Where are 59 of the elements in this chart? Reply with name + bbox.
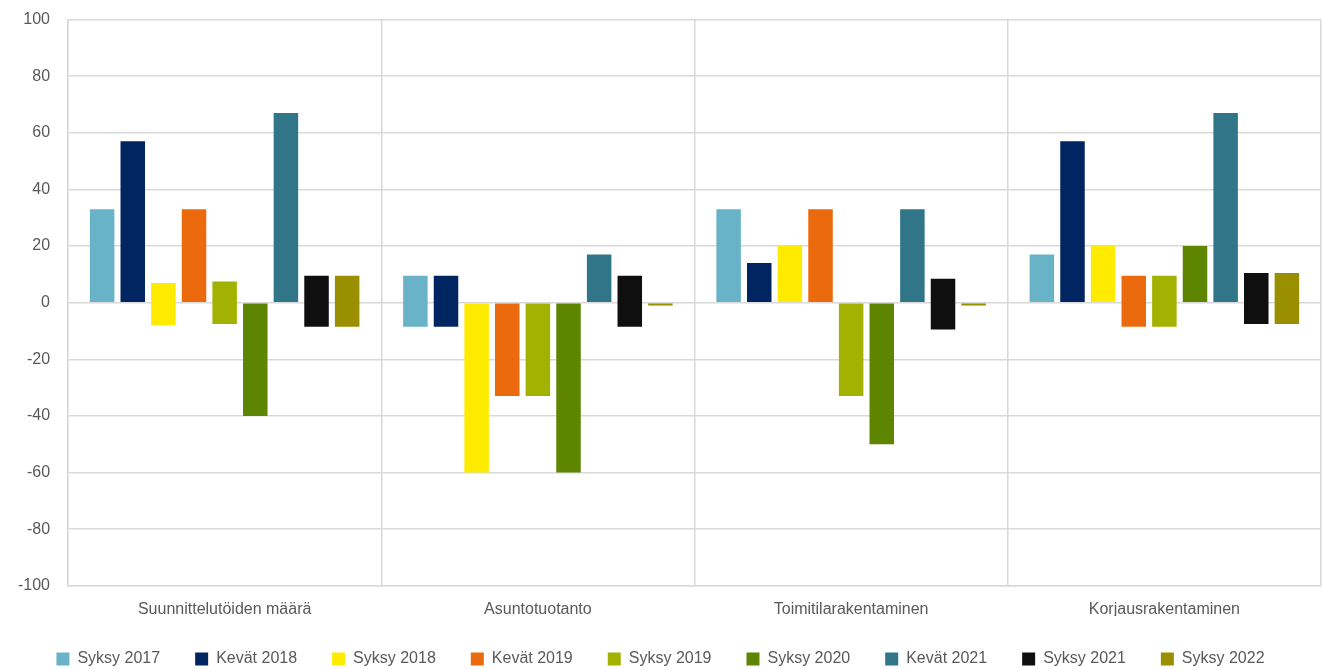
- y-tick-label: -60: [26, 462, 51, 480]
- bar: [120, 141, 146, 302]
- x-tick-label: Suunnittelutöiden määrä: [137, 599, 312, 617]
- bar: [777, 246, 803, 302]
- bar: [648, 303, 673, 306]
- x-tick-label: Asuntotuotanto: [484, 599, 592, 617]
- bar: [617, 275, 643, 327]
- y-tick-label: -20: [26, 349, 51, 367]
- bar: [838, 303, 864, 397]
- bar: [747, 263, 772, 302]
- bar: [716, 209, 741, 302]
- bar: [212, 281, 237, 324]
- y-tick-label: 60: [32, 123, 51, 141]
- bar: [525, 303, 551, 397]
- bar: [403, 275, 428, 327]
- bar: [586, 254, 612, 302]
- bar: [181, 209, 207, 302]
- y-tick-label: -100: [17, 576, 51, 594]
- bar: [808, 209, 833, 302]
- y-tick-label: 20: [32, 236, 51, 254]
- bar: [869, 303, 895, 445]
- y-tick-label: 40: [32, 179, 51, 197]
- bar: [1274, 272, 1300, 324]
- bar: [433, 275, 459, 327]
- legend-label: Kevät 2018: [216, 649, 298, 667]
- bar: [334, 275, 360, 327]
- bar: [1029, 254, 1055, 302]
- bar: [930, 278, 956, 330]
- bar: [273, 113, 299, 302]
- y-tick-label: -40: [26, 406, 51, 424]
- legend-label: Syksy 2022: [1181, 649, 1265, 667]
- legend-label: Kevät 2021: [906, 649, 988, 667]
- y-tick-label: -80: [26, 519, 51, 537]
- legend-label: Syksy 2018: [353, 649, 436, 667]
- bar: [495, 303, 520, 397]
- bar: [1090, 246, 1116, 302]
- bar: [1213, 113, 1238, 302]
- bar: [89, 209, 115, 302]
- bar: [1121, 275, 1146, 327]
- bar: [243, 303, 268, 416]
- bar: [900, 209, 925, 302]
- y-tick-label: 0: [41, 293, 51, 311]
- legend-label: Kevät 2019: [491, 649, 573, 667]
- bar: [304, 275, 329, 327]
- legend-label: Syksy 2019: [628, 649, 712, 667]
- y-tick-label: 100: [23, 10, 51, 28]
- x-tick-label: Toimitilarakentaminen: [773, 599, 929, 617]
- legend-label: Syksy 2020: [767, 649, 851, 667]
- bar: [151, 282, 176, 326]
- bar: [556, 303, 581, 473]
- bar: [1152, 275, 1177, 327]
- bar: [1244, 272, 1269, 324]
- bar: [464, 303, 489, 473]
- legend-label: Syksy 2017: [77, 649, 161, 667]
- y-tick-label: 80: [32, 66, 51, 84]
- bar: [1182, 246, 1208, 302]
- bar: [1060, 141, 1085, 302]
- legend-label: Syksy 2021: [1043, 649, 1126, 667]
- bar: [961, 303, 986, 306]
